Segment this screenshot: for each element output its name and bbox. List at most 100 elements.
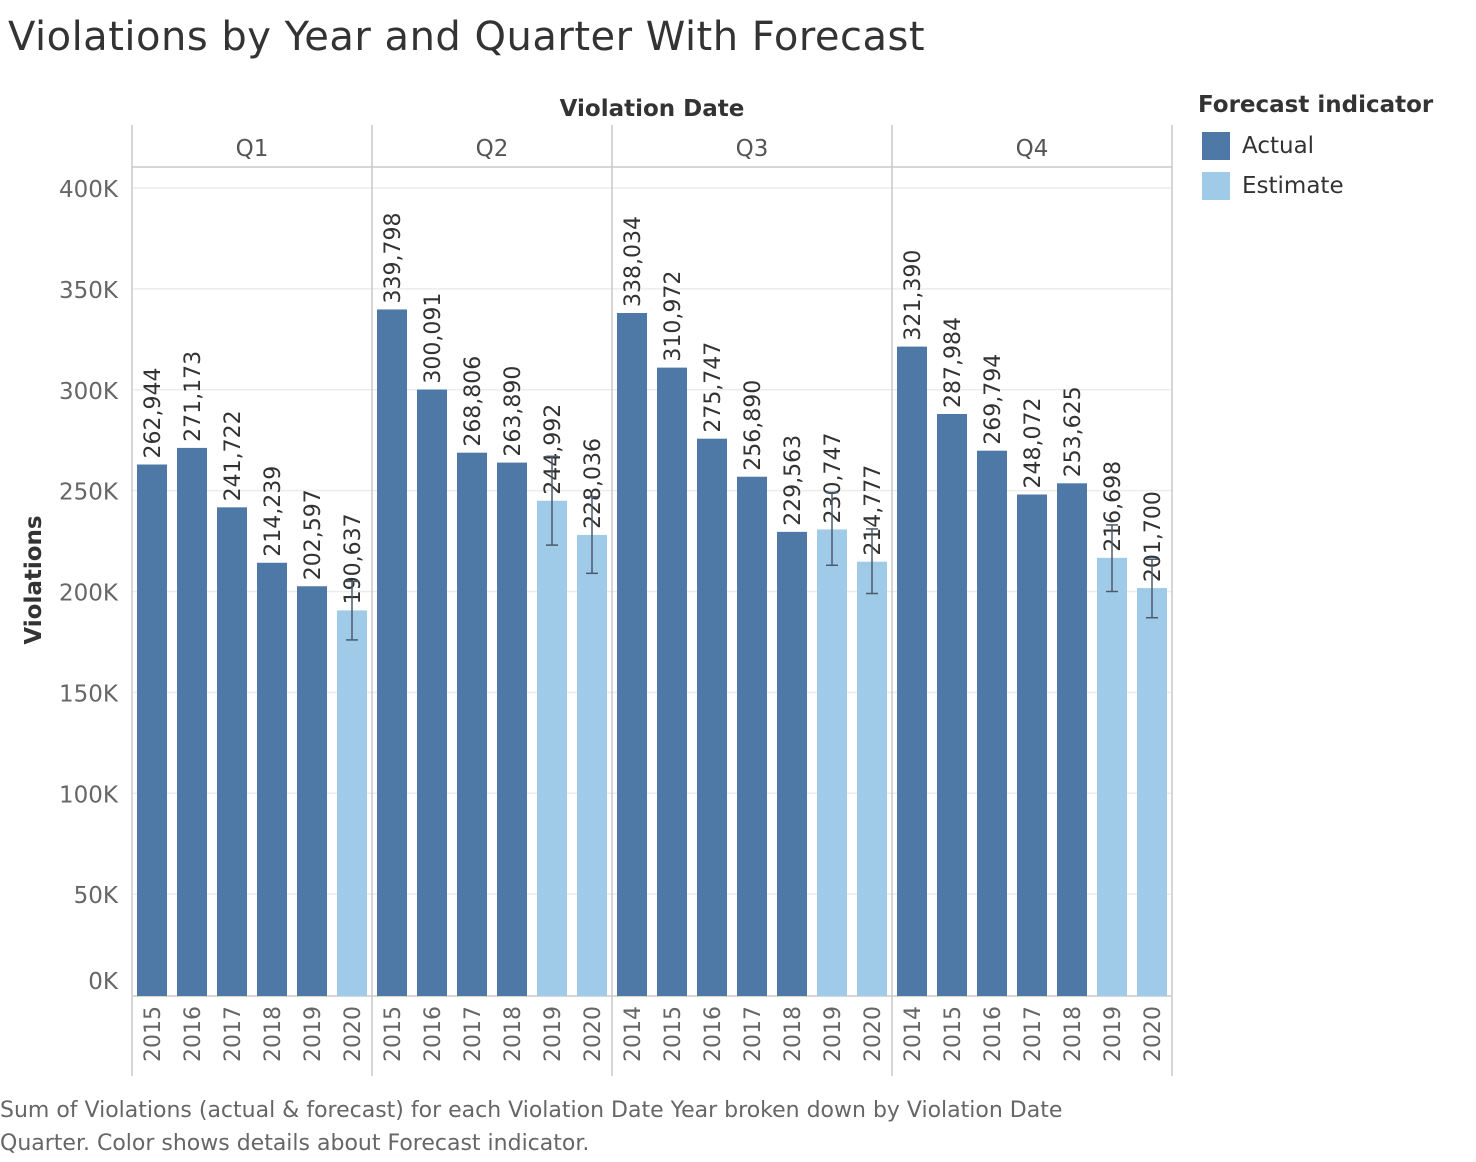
bar-q2-2017[interactable] bbox=[457, 452, 487, 996]
legend: Forecast indicator Actual Estimate bbox=[1198, 92, 1433, 206]
x-tick-label: 2018 bbox=[1061, 1006, 1086, 1062]
y-tick-label: 0K bbox=[88, 969, 119, 995]
bar-q3-2014[interactable] bbox=[617, 313, 647, 996]
bar-q3-2018[interactable] bbox=[777, 531, 807, 996]
y-tick-label: 350K bbox=[59, 278, 119, 304]
data-label: 275,747 bbox=[701, 342, 726, 433]
x-tick-label: 2017 bbox=[221, 1006, 246, 1062]
data-label: 321,390 bbox=[901, 250, 926, 341]
data-label: 244,992 bbox=[541, 404, 566, 495]
x-tick-label: 2019 bbox=[541, 1006, 566, 1062]
data-label: 256,890 bbox=[741, 380, 766, 471]
data-label: 300,091 bbox=[421, 293, 446, 384]
data-label: 253,625 bbox=[1061, 386, 1086, 477]
data-label: 216,698 bbox=[1101, 461, 1126, 552]
data-label: 190,637 bbox=[341, 513, 366, 604]
x-tick-label: 2019 bbox=[821, 1006, 846, 1062]
x-axis-title: Violation Date bbox=[560, 96, 745, 122]
bar-q2-2019[interactable] bbox=[537, 500, 567, 996]
data-label: 263,890 bbox=[501, 366, 526, 457]
x-tick-label: 2015 bbox=[661, 1006, 686, 1062]
data-label: 287,984 bbox=[941, 317, 966, 408]
bar-q2-2016[interactable] bbox=[417, 389, 447, 996]
bar-q2-2018[interactable] bbox=[497, 462, 527, 996]
y-tick-label: 250K bbox=[59, 480, 119, 506]
x-tick-label: 2017 bbox=[461, 1006, 486, 1062]
data-label: 269,794 bbox=[981, 354, 1006, 445]
quarter-header-q1: Q1 bbox=[236, 136, 269, 162]
data-label: 338,034 bbox=[621, 216, 646, 307]
data-label: 229,563 bbox=[781, 435, 806, 526]
bar-q3-2020[interactable] bbox=[857, 561, 887, 996]
x-tick-label: 2019 bbox=[301, 1006, 326, 1062]
y-tick-label: 400K bbox=[59, 177, 119, 203]
legend-label-estimate: Estimate bbox=[1242, 173, 1344, 199]
data-label: 268,806 bbox=[461, 356, 486, 447]
bar-q4-2019[interactable] bbox=[1097, 557, 1127, 996]
x-tick-label: 2020 bbox=[1141, 1006, 1166, 1062]
x-tick-label: 2014 bbox=[621, 1006, 646, 1062]
x-tick-label: 2017 bbox=[1021, 1006, 1046, 1062]
data-label: 201,700 bbox=[1141, 491, 1166, 582]
chart-title: Violations by Year and Quarter With Fore… bbox=[8, 14, 926, 60]
data-label: 339,798 bbox=[381, 212, 406, 303]
y-axis-title: Violations bbox=[21, 515, 47, 644]
bar-q2-2020[interactable] bbox=[577, 534, 607, 996]
legend-swatch-actual bbox=[1202, 132, 1230, 160]
bar-q4-2018[interactable] bbox=[1057, 483, 1087, 997]
y-tick-label: 150K bbox=[59, 681, 119, 707]
x-tick-label: 2015 bbox=[381, 1006, 406, 1062]
x-tick-label: 2016 bbox=[701, 1006, 726, 1062]
y-tick-label: 200K bbox=[59, 581, 119, 607]
data-label: 202,597 bbox=[301, 489, 326, 580]
bar-q1-2019[interactable] bbox=[297, 586, 327, 996]
bar-q3-2016[interactable] bbox=[697, 438, 727, 996]
bar-q3-2019[interactable] bbox=[817, 529, 847, 996]
x-tick-label: 2016 bbox=[181, 1006, 206, 1062]
x-tick-label: 2018 bbox=[781, 1006, 806, 1062]
quarter-header-q2: Q2 bbox=[476, 136, 509, 162]
y-tick-label: 300K bbox=[59, 379, 119, 405]
bar-q4-2016[interactable] bbox=[977, 450, 1007, 996]
bar-q1-2015[interactable] bbox=[137, 464, 167, 996]
bar-q4-2017[interactable] bbox=[1017, 494, 1047, 996]
data-label: 214,777 bbox=[861, 465, 886, 556]
bar-q1-2017[interactable] bbox=[217, 507, 247, 996]
legend-swatch-estimate bbox=[1202, 172, 1230, 200]
bar-q1-2020[interactable] bbox=[337, 610, 367, 996]
x-tick-label: 2020 bbox=[341, 1006, 366, 1062]
data-label: 230,747 bbox=[821, 432, 846, 523]
x-tick-label: 2019 bbox=[1101, 1006, 1126, 1062]
legend-item-actual[interactable]: Actual bbox=[1198, 126, 1433, 166]
x-tick-label: 2017 bbox=[741, 1006, 766, 1062]
data-label: 228,036 bbox=[581, 438, 606, 529]
x-tick-label: 2015 bbox=[941, 1006, 966, 1062]
legend-label-actual: Actual bbox=[1242, 133, 1315, 159]
chart-caption: Sum of Violations (actual & forecast) fo… bbox=[0, 1098, 1063, 1156]
data-label: 248,072 bbox=[1021, 398, 1046, 489]
bar-q1-2016[interactable] bbox=[177, 447, 207, 997]
legend-item-estimate[interactable]: Estimate bbox=[1198, 166, 1433, 206]
bar-q3-2015[interactable] bbox=[657, 367, 687, 996]
x-tick-label: 2016 bbox=[421, 1006, 446, 1062]
data-label: 241,722 bbox=[221, 410, 246, 501]
bar-q2-2015[interactable] bbox=[377, 309, 407, 997]
x-tick-label: 2018 bbox=[261, 1006, 286, 1062]
x-tick-label: 2014 bbox=[901, 1006, 926, 1062]
y-tick-label: 100K bbox=[59, 782, 119, 808]
data-label: 262,944 bbox=[141, 368, 166, 459]
x-tick-label: 2020 bbox=[861, 1006, 886, 1062]
data-label: 310,972 bbox=[661, 271, 686, 362]
x-tick-label: 2020 bbox=[581, 1006, 606, 1062]
legend-title: Forecast indicator bbox=[1198, 92, 1434, 118]
bar-q4-2014[interactable] bbox=[897, 346, 927, 996]
data-label: 214,239 bbox=[261, 466, 286, 557]
bar-q1-2018[interactable] bbox=[257, 562, 287, 996]
bar-q4-2015[interactable] bbox=[937, 413, 967, 996]
x-tick-label: 2018 bbox=[501, 1006, 526, 1062]
quarter-header-q4: Q4 bbox=[1016, 136, 1049, 162]
bar-q4-2020[interactable] bbox=[1137, 588, 1167, 996]
bar-q3-2017[interactable] bbox=[737, 476, 767, 996]
data-label: 271,173 bbox=[181, 351, 206, 442]
